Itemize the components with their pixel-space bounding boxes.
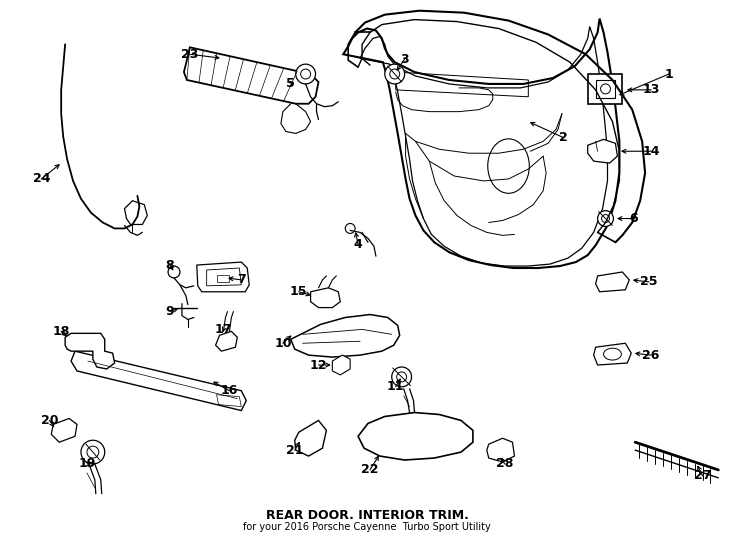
Text: 18: 18 (53, 325, 70, 338)
Polygon shape (358, 413, 473, 460)
Text: 7: 7 (237, 273, 246, 286)
Polygon shape (310, 288, 341, 308)
Circle shape (392, 367, 412, 387)
Text: 12: 12 (310, 359, 327, 372)
Text: 28: 28 (496, 457, 513, 470)
Polygon shape (594, 343, 631, 365)
Polygon shape (588, 74, 622, 104)
Text: 23: 23 (181, 48, 198, 60)
Circle shape (168, 266, 180, 278)
Text: 9: 9 (166, 305, 175, 318)
Polygon shape (333, 355, 350, 375)
Circle shape (81, 440, 105, 464)
Polygon shape (595, 272, 629, 292)
Polygon shape (125, 201, 148, 225)
Polygon shape (197, 262, 250, 292)
Polygon shape (291, 314, 399, 357)
Circle shape (602, 214, 609, 222)
Text: 6: 6 (629, 212, 638, 225)
Text: 26: 26 (642, 349, 660, 362)
Text: 24: 24 (32, 172, 50, 185)
Ellipse shape (488, 139, 529, 193)
Polygon shape (71, 351, 246, 410)
Polygon shape (295, 421, 327, 456)
Ellipse shape (603, 348, 622, 360)
Text: 13: 13 (642, 83, 660, 96)
Polygon shape (344, 18, 619, 268)
Text: 20: 20 (40, 414, 58, 427)
Circle shape (385, 64, 404, 84)
Text: for your 2016 Porsche Cayenne  Turbo Sport Utility: for your 2016 Porsche Cayenne Turbo Spor… (243, 522, 491, 532)
Circle shape (597, 211, 614, 226)
Circle shape (345, 224, 355, 233)
Polygon shape (216, 332, 237, 351)
Polygon shape (65, 333, 115, 369)
Text: 8: 8 (166, 259, 175, 272)
Text: 10: 10 (274, 337, 291, 350)
Text: 3: 3 (400, 53, 409, 66)
Text: 4: 4 (354, 238, 363, 251)
Text: 2: 2 (559, 131, 567, 144)
Text: 5: 5 (286, 77, 295, 90)
Text: 21: 21 (286, 444, 303, 457)
Text: REAR DOOR. INTERIOR TRIM.: REAR DOOR. INTERIOR TRIM. (266, 509, 468, 522)
Polygon shape (588, 139, 617, 163)
Text: 15: 15 (290, 285, 308, 298)
Text: 14: 14 (642, 145, 660, 158)
Circle shape (600, 84, 611, 94)
Text: 16: 16 (221, 384, 238, 397)
Polygon shape (51, 418, 77, 442)
Text: 19: 19 (79, 457, 95, 470)
Text: 17: 17 (215, 323, 232, 336)
Circle shape (396, 372, 407, 382)
Text: 27: 27 (694, 469, 711, 482)
Text: 25: 25 (640, 275, 658, 288)
Circle shape (301, 69, 310, 79)
Circle shape (296, 64, 316, 84)
Polygon shape (184, 48, 319, 104)
Text: 11: 11 (387, 380, 404, 393)
Polygon shape (487, 438, 515, 462)
Text: 22: 22 (361, 463, 379, 476)
Circle shape (390, 69, 399, 79)
Circle shape (87, 446, 99, 458)
Text: 1: 1 (664, 68, 673, 80)
